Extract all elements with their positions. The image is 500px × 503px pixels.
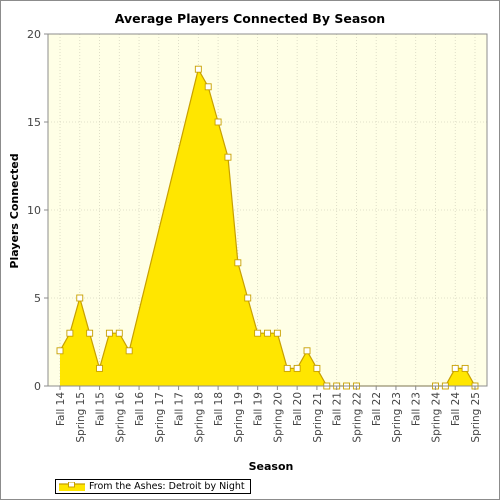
data-point [244,294,252,302]
x-tick-label: Spring 18 [193,392,205,443]
x-tick-label: Fall 21 [332,392,344,426]
data-point [283,364,291,372]
y-axis-label: Players Connected [8,153,21,268]
x-tick-label: Fall 24 [450,392,462,426]
x-tick-label: Fall 18 [213,392,225,426]
x-tick-label: Fall 16 [134,392,146,426]
data-point [264,329,271,337]
x-tick-label: Spring 15 [75,392,87,443]
data-point [105,329,113,337]
data-point [313,364,321,372]
x-tick-label: Fall 15 [95,392,107,426]
legend-label: From the Ashes: Detroit by Night [89,481,245,492]
data-point [224,153,232,161]
data-point [96,364,103,372]
data-point [76,294,84,302]
data-point [461,364,469,372]
legend: From the Ashes: Detroit by Night [55,479,251,494]
data-point [86,329,94,337]
data-point [451,364,459,372]
data-point [254,329,262,337]
y-axis-ticks: 0 5 10 15 20 [27,28,48,393]
data-point [194,65,202,73]
x-tick-label: Spring 19 [233,392,245,443]
y-tick-label: 5 [34,292,41,305]
data-point [234,259,242,267]
chart-title: Average Players Connected By Season [115,11,385,26]
x-tick-label: Spring 24 [430,392,442,443]
x-tick-label: Fall 20 [292,392,304,426]
data-point [293,364,301,372]
data-point [66,329,74,337]
y-tick-label: 15 [27,116,41,129]
x-tick-label: Spring 17 [154,392,166,443]
x-tick-label: Fall 17 [174,392,186,426]
x-axis-ticks: Fall 14 Spring 15 Fall 15 Spring 16 Fall 16 S… [55,386,482,443]
x-tick-label: Spring 16 [114,392,126,443]
x-tick-label: Spring 23 [391,392,403,443]
y-tick-label: 10 [27,204,41,217]
legend-swatch-icon [59,481,85,491]
x-tick-label: Spring 25 [470,392,482,443]
x-tick-label: Fall 14 [55,392,67,426]
x-tick-label: Fall 19 [253,392,265,426]
data-point [56,347,64,355]
data-point [214,118,222,126]
x-tick-label: Spring 22 [351,392,363,443]
x-axis-label: Season [249,460,294,473]
y-tick-label: 20 [27,28,41,41]
x-tick-label: Fall 23 [411,392,423,426]
x-tick-label: Fall 22 [371,392,383,426]
data-point [273,329,281,337]
data-point [115,329,123,337]
series-area [60,69,475,386]
y-tick-label: 0 [34,380,41,393]
x-tick-label: Spring 20 [272,392,284,443]
x-tick-label: Spring 21 [312,392,324,443]
data-point [125,347,133,355]
data-point [303,347,311,355]
data-point [204,83,212,91]
